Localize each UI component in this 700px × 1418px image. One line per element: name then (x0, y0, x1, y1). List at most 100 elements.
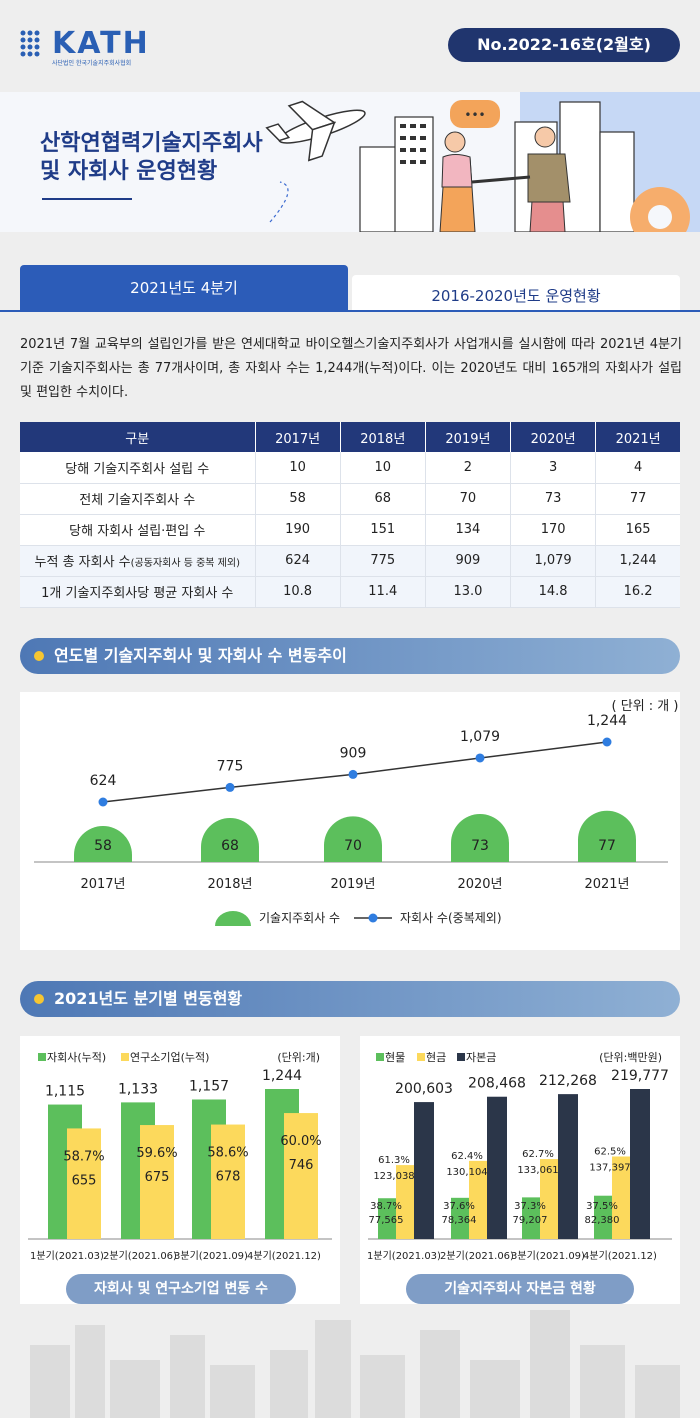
legend-swatch (417, 1053, 425, 1061)
table-cell: 4 (595, 452, 680, 484)
bar-value-label: 77 (598, 838, 616, 854)
bar-value-label: 77,565 (369, 1215, 404, 1226)
table-cell: 3 (510, 452, 597, 484)
table-row: 당해 자회사 설립·편입 수 190 151 134 170 165 (20, 514, 680, 546)
table-cell: 70 (425, 483, 512, 515)
table-cell: 909 (425, 545, 512, 577)
table-cell: 775 (340, 545, 426, 577)
table-header-cell: 2017년 (255, 422, 341, 452)
table-row: 전체 기술지주회사 수 58 68 70 73 77 (20, 483, 680, 515)
row-label-text: 누적 총 자회사 수 (34, 555, 131, 570)
bar-in-kind (451, 1197, 469, 1239)
legend-label: 자회사 수(중복제외) (400, 911, 502, 925)
bar (74, 826, 132, 862)
legend-swatch (376, 1053, 384, 1061)
row-label: 1개 기술지주회사당 평균 자회사 수 (20, 576, 256, 608)
x-tick-label: 2분기(2021.06) (103, 1250, 177, 1262)
table-cell: 1,244 (595, 545, 680, 577)
skyline-decoration (30, 1310, 680, 1418)
logo-icon (20, 30, 40, 57)
tab-2016-2020[interactable]: 2016-2020년도 운영현황 (352, 275, 680, 311)
subsidiary-chart-panel: 자회사(누적) 연구소기업(누적) (단위:개) 1,115 58.7% 655 1분기(2… (20, 1036, 340, 1304)
bar-in-kind (594, 1195, 612, 1239)
unit-label: ( 단위 : 개 ) (612, 699, 679, 714)
bar-research (211, 1124, 245, 1239)
bar-value-label: 1,133 (118, 1081, 158, 1097)
bar-percent-label: 59.6% (136, 1146, 177, 1161)
trend-chart: ( 단위 : 개 ) 58 2017년 68 2018년 70 2019년 73 2020년 77… (34, 699, 679, 926)
table-cell: 16.2 (595, 576, 680, 608)
bar-value-label: 73 (471, 838, 489, 854)
bar-cash (612, 1156, 630, 1239)
legend-swatch-bar (215, 911, 251, 926)
bar-value-label: 137,397 (589, 1162, 630, 1173)
bar-value-label: 130,104 (446, 1167, 487, 1178)
section-title: 2021년도 분기별 변동현황 (54, 989, 243, 1008)
table-row: 누적 총 자회사 수(공동자회사 등 중복 제외) 624 775 909 1,… (20, 545, 680, 577)
bar-value-label: 678 (216, 1170, 241, 1185)
table-cell: 1,079 (510, 545, 597, 577)
legend-swatch-point (368, 913, 378, 923)
bar-value-label: 1,157 (189, 1078, 229, 1094)
section-quarterly: 2021년도 분기별 변동현황 (20, 981, 680, 1017)
bar-cash (540, 1159, 558, 1239)
bar-percent-label: 37.6% (443, 1201, 475, 1212)
bar-percent-label: 37.5% (586, 1201, 618, 1212)
x-tick-label: 2019년 (330, 877, 375, 892)
x-tick-label: 2017년 (80, 877, 125, 892)
row-label: 당해 자회사 설립·편입 수 (20, 514, 256, 546)
line-value-label: 909 (340, 745, 367, 761)
bar-capital (630, 1089, 650, 1239)
bar-value-label: 82,380 (585, 1215, 620, 1226)
table-header-cell: 구분 (20, 422, 256, 452)
row-label-note: (공동자회사 등 중복 제외) (130, 558, 240, 569)
table-header-row: 구분 2017년 2018년 2019년 2020년 2021년 (20, 422, 680, 452)
table-cell: 151 (340, 514, 426, 546)
banner-illustration: ••• (260, 92, 700, 232)
legend-swatch (121, 1053, 129, 1061)
x-tick-label: 3분기(2021.09) (174, 1250, 248, 1262)
bar-value-label: 58 (94, 838, 112, 854)
bar-value-label: 123,038 (373, 1171, 414, 1182)
bar-value-label: 746 (289, 1158, 314, 1173)
airplane-icon (265, 100, 366, 162)
logo: KATH (52, 26, 150, 61)
line-point (348, 769, 358, 779)
bar-value-label: 133,061 (517, 1165, 558, 1176)
bar-percent-label: 37.3% (514, 1201, 546, 1212)
bar-value-label: 219,777 (611, 1068, 669, 1084)
subsidiary-chart: 자회사(누적) 연구소기업(누적) (단위:개) 1,115 58.7% 655 1분기(2… (28, 1051, 332, 1262)
bar-value-label: 79,207 (513, 1215, 548, 1226)
legend-label: 자본금 (466, 1051, 496, 1064)
bar-percent-label: 61.3% (378, 1155, 410, 1166)
table-header-cell: 2021년 (595, 422, 680, 452)
trend-chart-panel: ( 단위 : 개 ) 58 2017년 68 2018년 70 2019년 73 2020년 77… (20, 692, 680, 950)
tab-2021-q4[interactable]: 2021년도 4분기 (20, 265, 348, 311)
bar-research (67, 1128, 101, 1239)
handshake-people (439, 126, 571, 232)
banner-underline (42, 198, 132, 200)
capital-chart-caption: 기술지주회사 자본금 현황 (406, 1274, 634, 1304)
bar-capital (487, 1096, 507, 1239)
line-value-label: 1,244 (587, 713, 627, 729)
table-row: 1개 기술지주회사당 평균 자회사 수 10.8 11.4 13.0 14.8 … (20, 576, 680, 608)
bar-value-label: 212,268 (539, 1073, 597, 1089)
table-cell: 2 (425, 452, 512, 484)
bar-percent-label: 38.7% (370, 1201, 402, 1212)
table-cell: 11.4 (340, 576, 426, 608)
bar (201, 818, 259, 862)
issue-badge: No.2022-16호(2월호) (448, 28, 680, 62)
x-tick-label: 4분기(2021.12) (247, 1250, 321, 1262)
line-value-label: 775 (217, 758, 244, 774)
line-point (475, 753, 485, 763)
bar-cash (396, 1165, 414, 1239)
x-tick-label: 1분기(2021.03) (30, 1250, 104, 1262)
legend-swatch (457, 1053, 465, 1061)
table-cell: 10.8 (255, 576, 341, 608)
bar-research (140, 1125, 174, 1239)
table-cell: 58 (255, 483, 341, 515)
table-header-cell: 2018년 (340, 422, 426, 452)
bar (578, 810, 636, 862)
table-cell: 170 (510, 514, 597, 546)
row-label: 전체 기술지주회사 수 (20, 483, 256, 515)
